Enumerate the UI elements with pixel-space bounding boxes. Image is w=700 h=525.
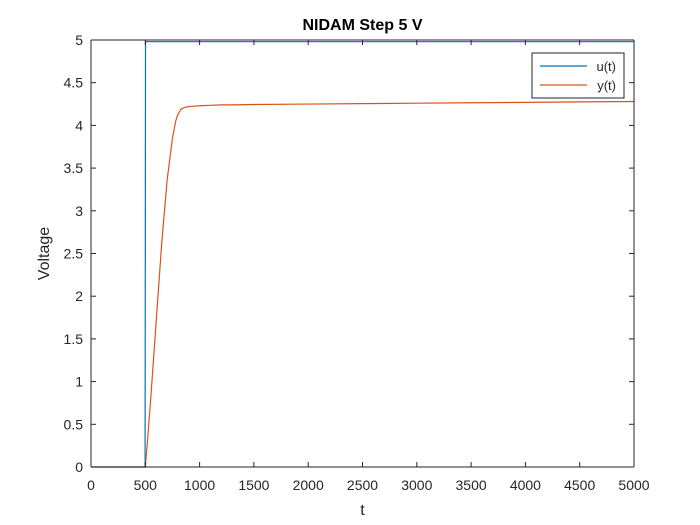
x-tick-label: 3000 (401, 477, 432, 493)
x-tick-label: 0 (87, 477, 95, 493)
y-tick-label: 2 (75, 288, 83, 304)
legend-box (531, 52, 625, 99)
x-tick-label: 4500 (564, 477, 595, 493)
y-axis-label: Voltage (36, 227, 53, 280)
plot-area (91, 40, 634, 467)
x-tick-label: 5000 (618, 477, 649, 493)
y-tick-label: 2.5 (64, 246, 84, 262)
y-tick-label: 4.5 (64, 75, 84, 91)
legend: u(t) y(t) (531, 52, 625, 99)
x-tick-label: 3500 (456, 477, 487, 493)
y-tick-label: 0.5 (64, 416, 84, 432)
x-tick-label: 2500 (347, 477, 378, 493)
series-line-1 (91, 100, 635, 468)
x-tick-label: 1500 (238, 477, 269, 493)
y-tick-label: 1.5 (64, 331, 84, 347)
y-tick-label: 3 (75, 203, 83, 219)
y-tick-label: 5 (75, 32, 83, 48)
y-tick-label: 0 (75, 459, 83, 475)
x-tick-label: 500 (134, 477, 158, 493)
y-tick-label: 3.5 (64, 160, 84, 176)
x-tick-label: 4000 (510, 477, 541, 493)
y-tick-label: 4 (75, 117, 83, 133)
y-tick-label: 1 (75, 374, 83, 390)
x-axis-label: t (360, 502, 365, 519)
plot-background (91, 40, 634, 467)
chart-title: NIDAM Step 5 V (302, 17, 422, 34)
x-tick-label: 1000 (184, 477, 215, 493)
legend-label-1: y(t) (597, 78, 616, 93)
legend-label-0: u(t) (597, 59, 617, 74)
ticks: 0 500 1000 1500 2000 2500 3000 3500 4000 4500 5000… (64, 32, 650, 493)
x-tick-label: 2000 (293, 477, 324, 493)
